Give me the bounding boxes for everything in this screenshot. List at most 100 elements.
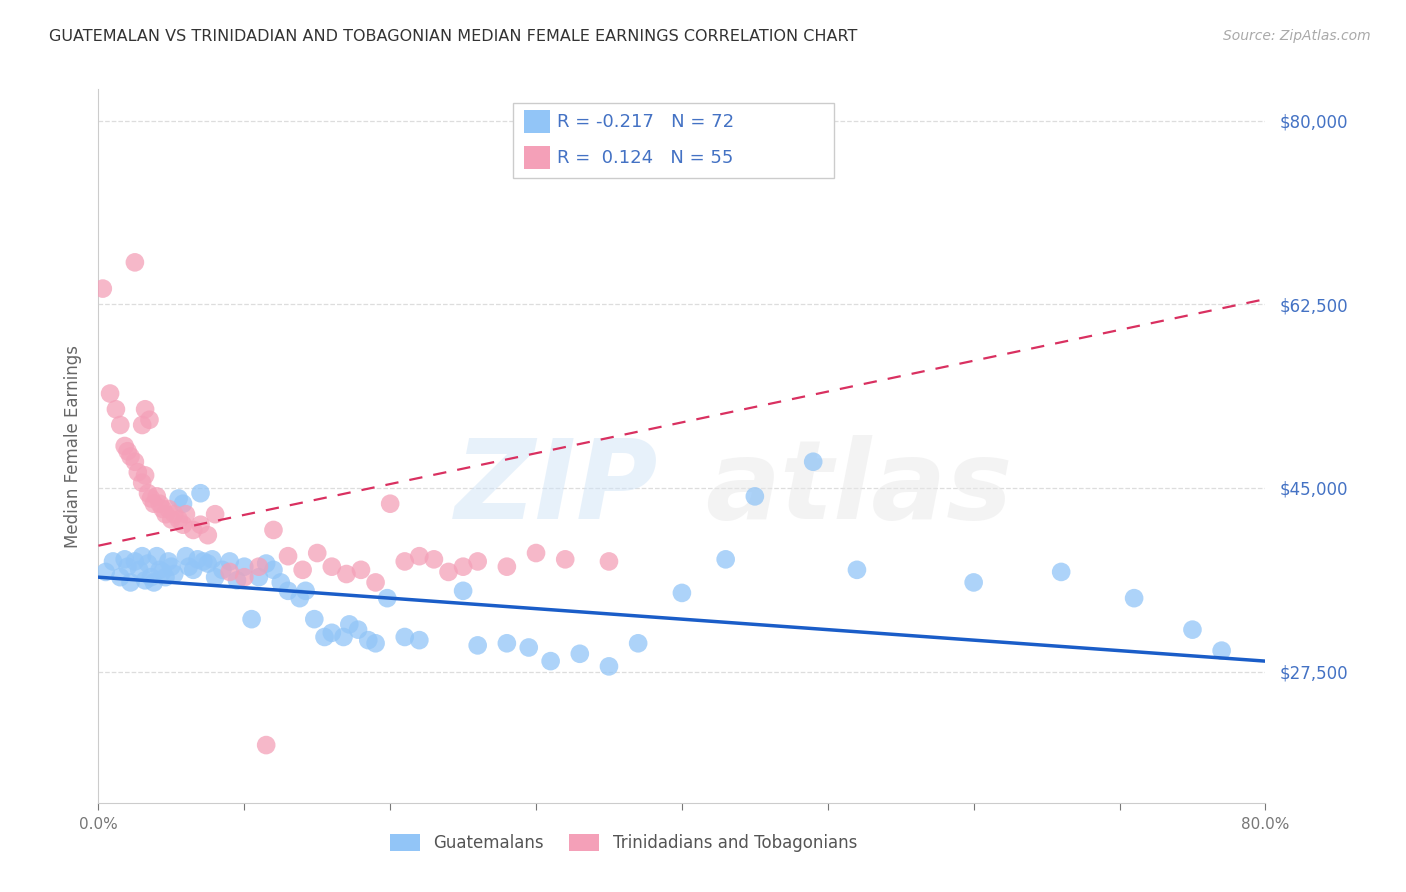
Point [240,612,263,626]
Point [277,583,299,598]
Point [131,549,153,564]
Point [554,552,576,566]
Point [117,444,139,458]
Point [160,559,183,574]
Point [598,659,620,673]
Point [1181,623,1204,637]
Point [304,612,326,626]
Point [201,552,224,566]
Point [139,491,162,506]
Point [598,554,620,568]
Point [467,554,489,568]
Point [350,563,373,577]
Point [152,502,174,516]
Point [357,633,380,648]
Point [540,654,562,668]
Point [91,282,114,296]
Text: ZIP: ZIP [456,435,658,542]
Point [364,575,387,590]
Point [197,557,219,571]
Point [167,512,190,526]
Point [101,554,124,568]
Point [157,502,180,516]
Point [181,523,204,537]
Point [262,563,284,577]
Point [211,563,233,577]
Point [517,640,540,655]
Point [142,497,165,511]
Legend: Guatemalans, Trinidadians and Tobagonians: Guatemalans, Trinidadians and Tobagonian… [384,827,863,859]
Point [270,575,292,590]
Point [801,455,824,469]
Point [155,570,177,584]
Point [124,455,146,469]
Point [157,554,180,568]
Point [114,552,136,566]
Point [131,417,153,432]
Point [174,507,197,521]
Point [846,563,869,577]
Text: R = -0.217   N = 72: R = -0.217 N = 72 [557,112,734,130]
Point [254,557,277,571]
Point [496,559,519,574]
Point [394,554,416,568]
Point [152,565,174,579]
Point [337,617,360,632]
Point [136,486,159,500]
Point [254,738,277,752]
Point [314,630,336,644]
Point [136,557,159,571]
Point [146,549,169,564]
Point [321,625,343,640]
Point [110,417,132,432]
Point [1211,643,1233,657]
Point [524,546,547,560]
Point [744,489,766,503]
Point [163,567,186,582]
Point [291,563,314,577]
Point [321,559,343,574]
Point [226,574,249,588]
Point [233,559,256,574]
Point [204,570,226,584]
Point [146,489,169,503]
Point [1123,591,1146,606]
Point [138,413,160,427]
Point [380,497,402,511]
Point [451,583,474,598]
Point [134,468,156,483]
Point [467,639,489,653]
Point [193,554,215,568]
Point [117,559,139,574]
Point [160,512,183,526]
FancyBboxPatch shape [524,110,550,134]
Point [190,517,212,532]
Point [142,575,165,590]
Point [197,528,219,542]
Y-axis label: Median Female Earnings: Median Female Earnings [63,344,82,548]
Point [120,450,142,464]
Point [627,636,650,650]
Point [172,497,194,511]
Point [149,497,172,511]
Point [437,565,460,579]
Point [98,386,121,401]
Point [128,563,150,577]
Text: atlas: atlas [706,435,1012,542]
Point [204,507,226,521]
Point [167,491,190,506]
Point [134,574,156,588]
Point [94,565,117,579]
Point [394,630,416,644]
Point [277,549,299,564]
Text: Source: ZipAtlas.com: Source: ZipAtlas.com [1223,29,1371,43]
Point [262,523,284,537]
Point [671,586,693,600]
Point [134,402,156,417]
Point [110,570,132,584]
Point [124,554,146,568]
Point [307,546,329,560]
Point [247,559,270,574]
Point [187,552,209,566]
Point [451,559,474,574]
